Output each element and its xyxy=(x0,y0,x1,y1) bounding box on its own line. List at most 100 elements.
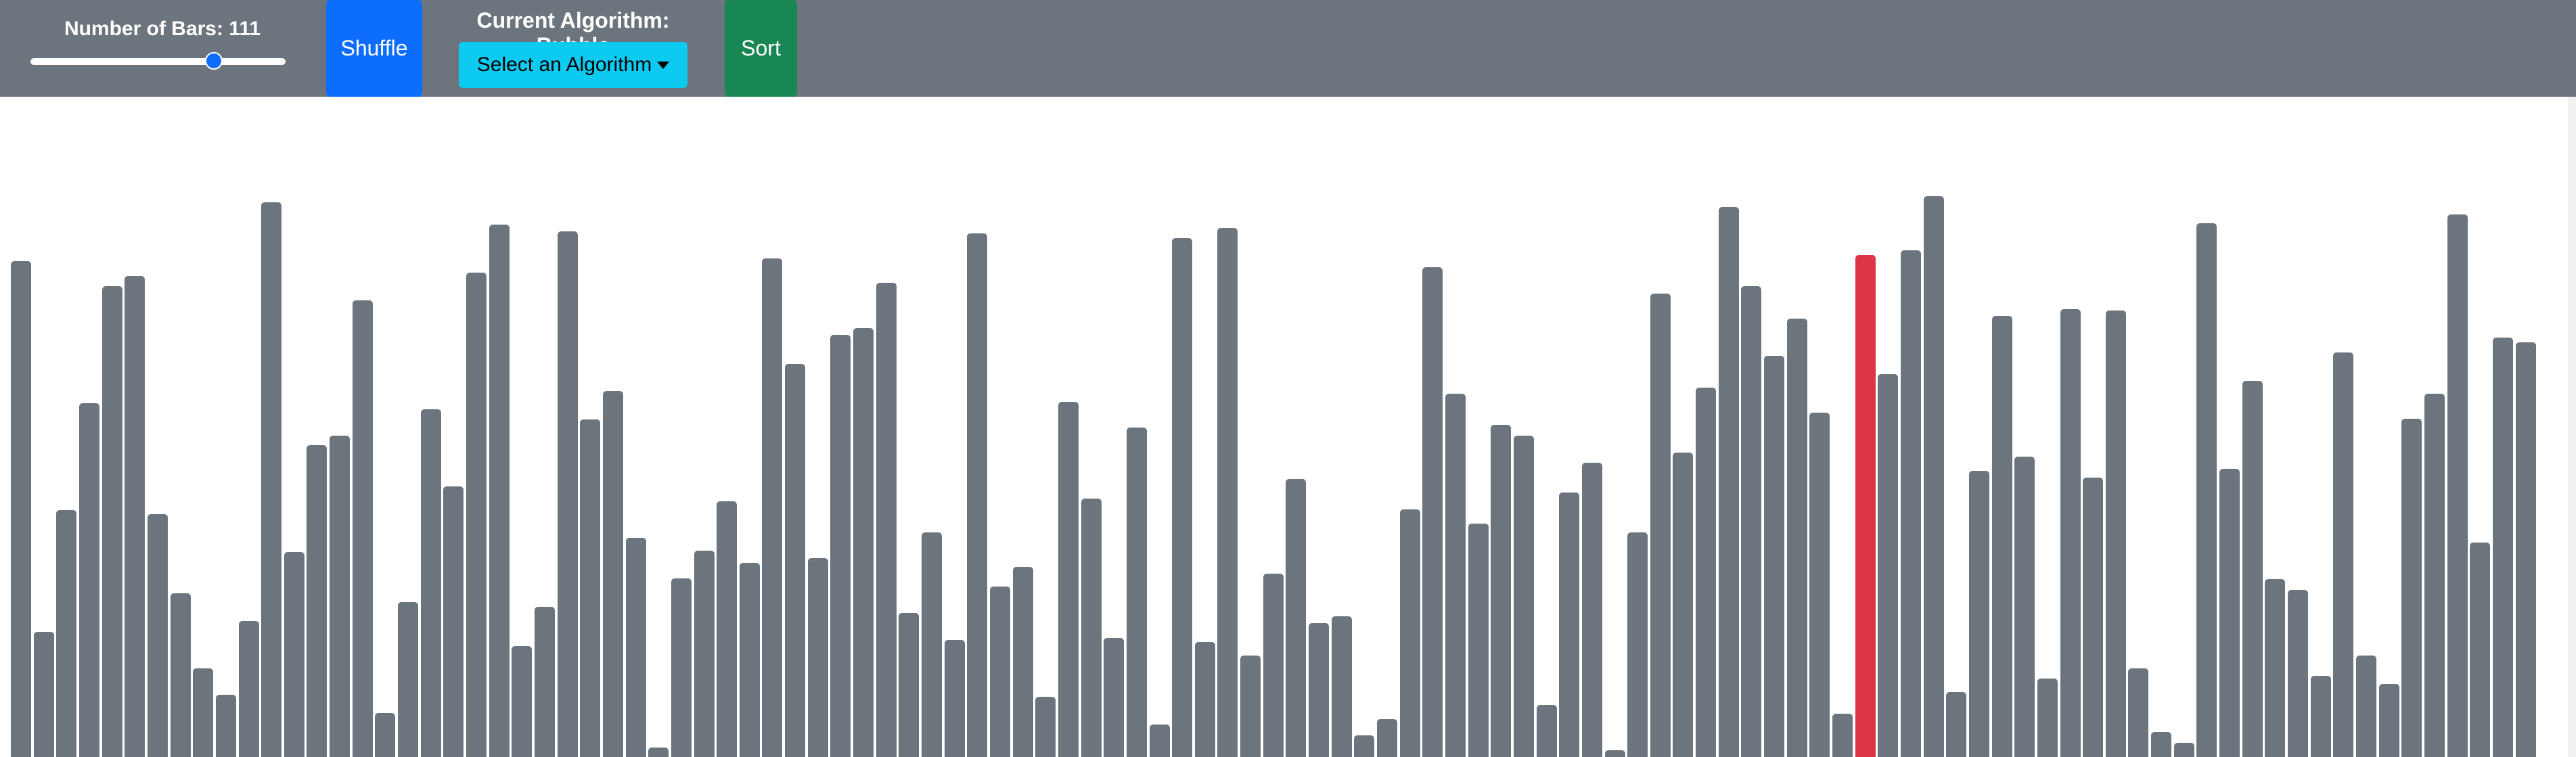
bar xyxy=(1422,267,1443,757)
bar xyxy=(1559,492,1580,757)
bar xyxy=(1650,294,1671,757)
bar xyxy=(2447,214,2468,757)
vertical-scrollbar[interactable] xyxy=(2568,97,2576,757)
bar xyxy=(1172,238,1193,757)
bar xyxy=(1445,393,1466,757)
bar xyxy=(989,586,1010,757)
bar xyxy=(1968,470,1989,757)
bar xyxy=(1491,425,1512,757)
bar xyxy=(170,593,191,757)
bar xyxy=(238,621,259,757)
algorithm-dropdown[interactable]: Select an Algorithm xyxy=(459,42,687,88)
bar xyxy=(1399,509,1420,757)
bar xyxy=(352,300,373,757)
bar xyxy=(2424,393,2445,757)
bar xyxy=(1286,478,1307,757)
bar xyxy=(1946,692,1967,757)
bar xyxy=(785,363,806,757)
bar xyxy=(11,260,31,757)
bar xyxy=(1217,227,1238,757)
bar xyxy=(1696,387,1717,757)
bar xyxy=(2242,380,2263,757)
bar xyxy=(2515,342,2536,757)
bar xyxy=(1126,428,1147,757)
bar xyxy=(1354,735,1375,757)
bar xyxy=(2196,223,2217,757)
bar xyxy=(1786,318,1807,757)
bar xyxy=(2333,352,2354,757)
bar xyxy=(648,747,669,757)
bar xyxy=(466,272,487,757)
bar xyxy=(2470,542,2491,757)
bar xyxy=(512,646,533,757)
bar xyxy=(807,558,828,757)
bar xyxy=(1878,373,1899,757)
bar xyxy=(78,403,99,757)
bar xyxy=(261,202,282,757)
bar xyxy=(1513,435,1534,757)
bar xyxy=(1104,638,1125,757)
bar xyxy=(125,276,145,757)
bar xyxy=(147,514,168,757)
bar xyxy=(420,409,441,757)
bar xyxy=(557,231,578,757)
bar xyxy=(1309,622,1330,757)
bar xyxy=(830,335,851,757)
bar xyxy=(2014,456,2035,757)
bar-count-control: Number of Bars: 111 xyxy=(27,0,298,97)
shuffle-button[interactable]: Shuffle xyxy=(326,0,422,97)
slider-thumb[interactable] xyxy=(205,52,223,70)
bar xyxy=(1035,696,1056,757)
bar xyxy=(330,435,351,757)
bar xyxy=(1718,206,1739,757)
bar xyxy=(1581,462,1602,757)
bar xyxy=(1832,713,1853,757)
bar xyxy=(1194,641,1215,757)
bar xyxy=(2173,743,2194,757)
bar xyxy=(625,537,646,757)
top-navbar: Number of Bars: 111 Shuffle Current Algo… xyxy=(0,0,2576,97)
bar xyxy=(193,668,214,757)
bar xyxy=(2378,684,2399,757)
bar xyxy=(2492,338,2513,757)
bar xyxy=(307,445,327,757)
bar xyxy=(1377,718,1397,757)
bar xyxy=(1764,355,1785,757)
bar xyxy=(2083,478,2104,757)
bar-count-label: Number of Bars: 111 xyxy=(64,18,261,40)
bar xyxy=(398,602,419,757)
bar xyxy=(2265,579,2286,757)
bar xyxy=(1809,412,1830,757)
bar xyxy=(2151,732,2172,757)
bar xyxy=(375,712,396,757)
bar xyxy=(1012,566,1033,757)
algorithm-dropdown-label: Select an Algorithm xyxy=(476,53,652,76)
bar xyxy=(762,258,783,757)
bar xyxy=(967,233,988,757)
bar xyxy=(1240,655,1261,757)
bar xyxy=(2401,418,2422,757)
bar-highlighted xyxy=(1855,255,1876,757)
bar xyxy=(215,694,236,757)
bar xyxy=(1627,532,1648,757)
bar xyxy=(1991,315,2012,757)
bar xyxy=(2355,655,2376,757)
sort-button[interactable]: Sort xyxy=(725,0,797,97)
bar xyxy=(443,486,464,757)
bar xyxy=(1900,250,1921,757)
bar xyxy=(2037,679,2058,757)
bar xyxy=(2310,676,2331,757)
bar xyxy=(1468,523,1489,757)
bar-count-slider[interactable] xyxy=(30,52,286,70)
bar xyxy=(1923,196,1944,757)
bar xyxy=(876,282,897,757)
bar xyxy=(2128,668,2149,757)
bar xyxy=(1673,452,1694,757)
bar xyxy=(2219,469,2240,757)
bar xyxy=(899,613,920,757)
bar xyxy=(1604,750,1625,757)
bar xyxy=(1741,285,1762,757)
bar xyxy=(1331,616,1352,757)
bar xyxy=(1149,724,1170,757)
